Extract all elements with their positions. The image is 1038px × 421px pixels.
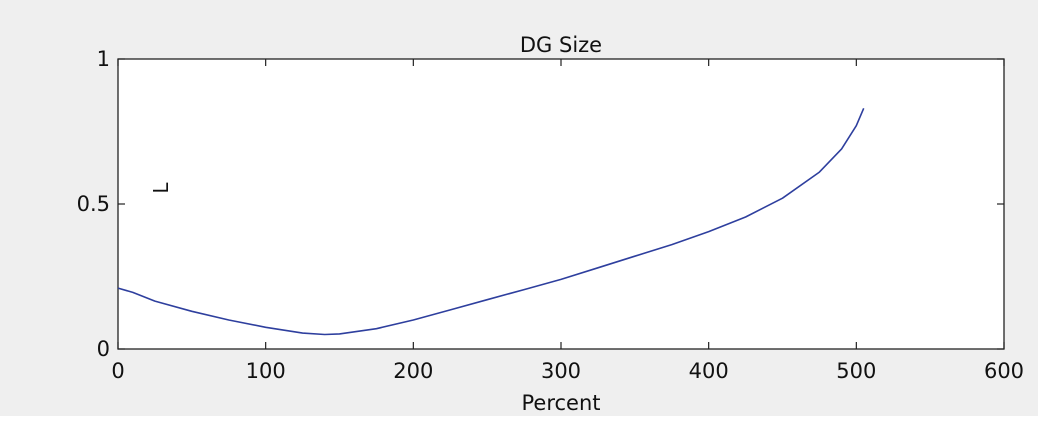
series-layer — [117, 107, 865, 336]
axis-tick-labels: 0 100 200 300 400 500 600 0 0.5 1 — [77, 47, 1024, 383]
x-tick-label: 400 — [689, 359, 729, 383]
x-tick-label: 200 — [393, 359, 433, 383]
x-tick-label: 600 — [984, 359, 1024, 383]
y-tick-label: 1 — [97, 47, 110, 71]
y-tick-label: 0 — [97, 337, 110, 361]
chart-title: DG Size — [520, 33, 602, 57]
series-line — [117, 107, 865, 336]
x-tick-label: 300 — [541, 359, 581, 383]
x-tick-label: 500 — [836, 359, 876, 383]
axis-ticks — [117, 58, 1005, 350]
x-tick-label: 0 — [111, 359, 124, 383]
x-axis-label: Percent — [521, 391, 600, 415]
plot-area — [117, 58, 1005, 350]
x-tick-label: 100 — [246, 359, 286, 383]
y-axis-label: L — [149, 182, 173, 194]
y-tick-label: 0.5 — [77, 192, 110, 216]
